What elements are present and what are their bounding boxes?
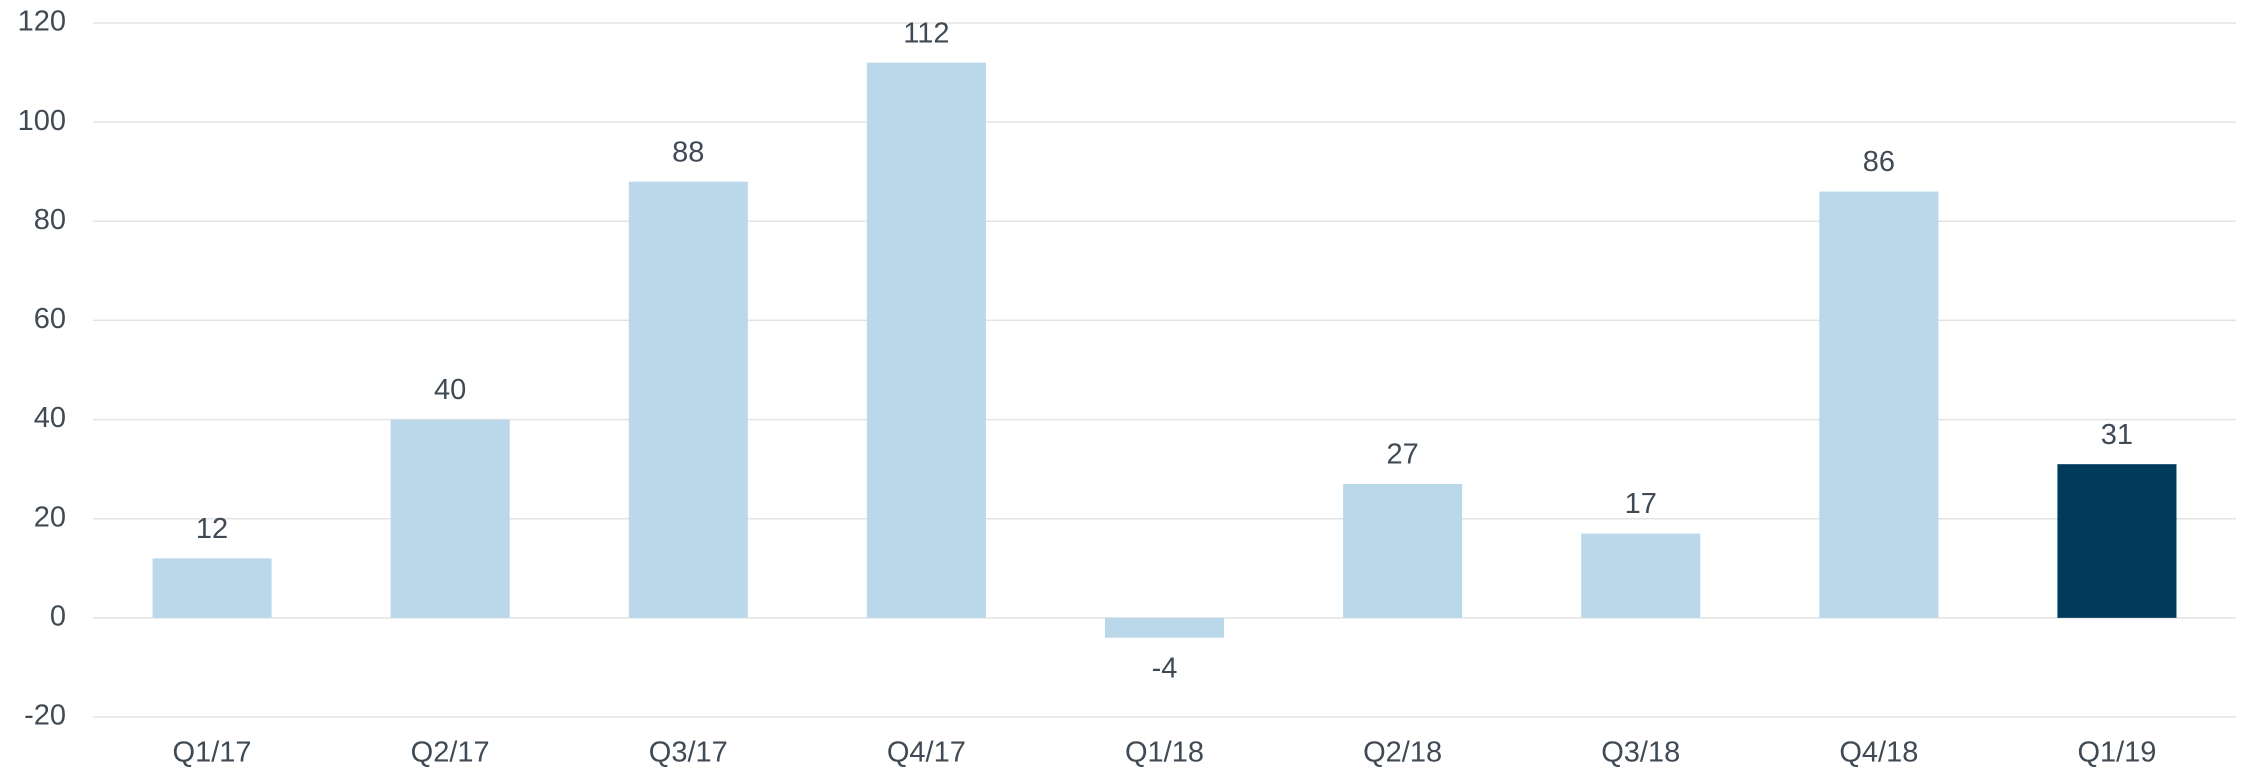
bar [1819,191,1939,618]
data-label: 31 [2101,419,2133,451]
x-tick-label: Q1/18 [1125,737,1204,769]
data-label: 86 [1863,146,1895,178]
y-tick-label: 60 [34,303,66,335]
x-tick-label: Q2/17 [411,737,490,769]
y-tick-label: 100 [18,105,66,137]
bar [2057,464,2177,618]
data-label: 40 [434,374,466,406]
data-label: -4 [1152,652,1178,684]
y-tick-label: 20 [34,501,66,533]
bar [866,62,986,618]
data-label: 88 [672,136,704,168]
x-tick-label: Q3/18 [1601,737,1680,769]
y-tick-label: 120 [18,6,66,38]
x-tick-label: Q3/17 [649,737,728,769]
bar [1104,617,1225,638]
bar [628,181,748,618]
x-tick-label: Q1/19 [2077,737,2156,769]
bar [152,558,272,618]
x-tick-label: Q4/17 [887,737,966,769]
data-label: 17 [1625,488,1657,520]
y-tick-label: 0 [50,601,66,633]
bar [1343,484,1463,618]
y-tick-label: 40 [34,402,66,434]
x-tick-label: Q1/17 [173,737,252,769]
x-tick-label: Q2/18 [1363,737,1442,769]
y-tick-label: 80 [34,204,66,236]
data-label: 27 [1386,439,1418,471]
data-label: 12 [196,513,228,545]
x-tick-label: Q4/18 [1839,737,1918,769]
data-label: 112 [903,17,949,49]
y-tick-label: -20 [24,700,66,732]
bar [390,419,510,618]
bar [1581,533,1701,618]
